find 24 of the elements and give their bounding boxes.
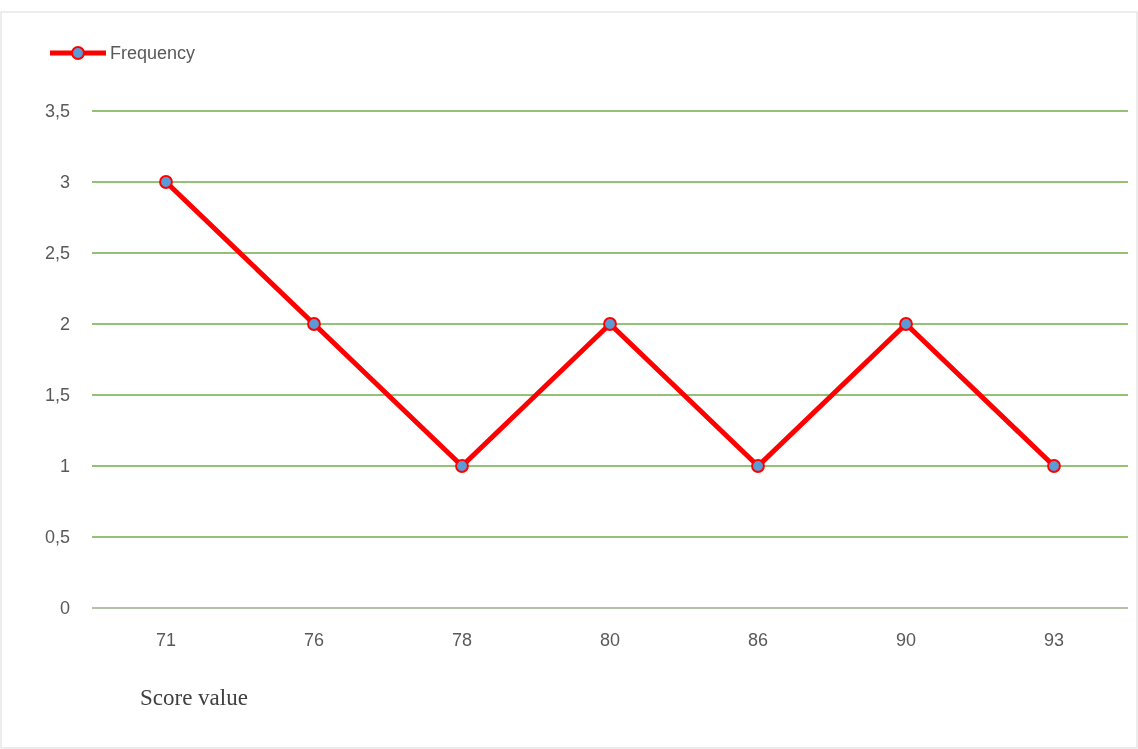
x-tick-label: 80	[599, 630, 621, 650]
x-tick-label: 78	[451, 630, 473, 650]
point	[455, 459, 469, 473]
point	[307, 317, 321, 331]
point	[603, 317, 617, 331]
x-tick-label: 93	[1043, 630, 1065, 650]
x-tick-label: 86	[747, 630, 769, 650]
y-tick-label: 2,5	[44, 243, 70, 264]
legend-label: Frequency	[110, 43, 196, 64]
x-tick-label: 90	[895, 630, 917, 650]
point	[899, 317, 913, 331]
point	[159, 175, 173, 189]
y-tick-label: 1,5	[44, 385, 70, 406]
x-axis-title: Score value	[140, 685, 248, 710]
x-tick-label: 71	[155, 630, 177, 650]
point	[751, 459, 765, 473]
y-tick-label: 0,5	[44, 527, 70, 548]
y-tick-label: 2	[59, 314, 70, 335]
y-tick-label: 0	[59, 598, 70, 619]
y-tick-label: 3	[59, 172, 70, 193]
x-tick-label: 76	[303, 630, 325, 650]
point	[1047, 459, 1061, 473]
y-tick-label: 1	[59, 456, 70, 477]
y-tick-label: 3,5	[44, 101, 70, 122]
